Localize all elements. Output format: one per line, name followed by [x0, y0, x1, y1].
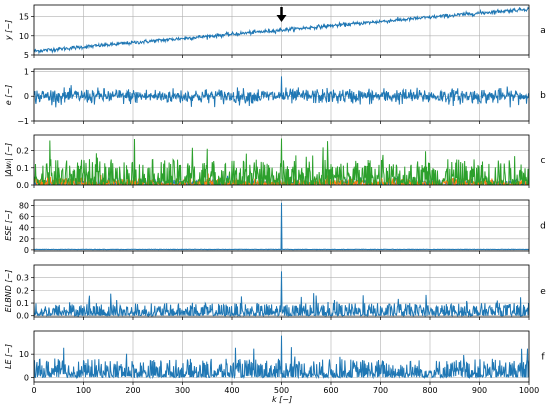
y-tick-label: 1	[24, 67, 29, 76]
y-tick-label: 0.1	[16, 299, 29, 308]
change-point-arrow-head	[276, 15, 287, 22]
x-tick-label: 0	[31, 386, 36, 395]
series-line-b-0	[34, 76, 529, 108]
x-tick-label: 200	[125, 386, 140, 395]
x-tick-label: 900	[472, 386, 487, 395]
series-line-e-0	[34, 271, 529, 317]
y-tick-label: 0	[24, 246, 29, 255]
y-tick-label: 0	[24, 373, 29, 382]
series-line-c-2	[34, 138, 529, 185]
panel-letter: d	[540, 222, 546, 232]
x-tick-label: 100	[76, 386, 91, 395]
y-tick-label: 10	[19, 32, 29, 41]
y-tick-label: 15	[19, 13, 29, 22]
panel-letter: c	[541, 156, 546, 166]
panel-letter: f	[541, 353, 545, 363]
panel-d: 0 20 40 60 80 ESE [−] d	[4, 199, 546, 255]
x-axis-label: k [−]	[272, 395, 292, 404]
y-axis-label: y [−]	[4, 20, 13, 41]
panel-c: 0.0 0.1 0.2|Δwᵢ| [−] c	[4, 134, 546, 190]
series-line-a-0	[34, 6, 529, 55]
y-axis-label: |Δwᵢ| [−]	[4, 143, 13, 177]
y-axis-label: LE [−]	[4, 344, 13, 369]
axes-frame	[33, 264, 530, 318]
y-axis-label: ELBND [−]	[4, 270, 13, 313]
axes-frame	[33, 4, 530, 56]
x-tick-label: 700	[373, 386, 388, 395]
axes-frame	[33, 330, 530, 383]
panel-f: 0 10 LE [−] f 0 100 200 300 400 500 600 700 800 900 10…	[4, 330, 545, 395]
y-tick-label: 0.1	[16, 164, 29, 173]
y-tick-label: 60	[19, 213, 29, 222]
y-tick-label: 40	[19, 224, 29, 233]
x-tick-label: 300	[175, 386, 190, 395]
y-tick-label: 0.2	[16, 147, 29, 156]
y-tick-label: 0.0	[16, 181, 29, 190]
axes-frame	[33, 199, 530, 252]
y-tick-label: 10	[19, 350, 29, 359]
y-tick-label: 80	[19, 202, 29, 211]
y-tick-label: 0.3	[16, 274, 29, 283]
y-tick-label: 5	[24, 51, 29, 60]
panel-b: −1 0 1 e [−] b	[4, 67, 546, 126]
y-tick-label: 20	[19, 235, 29, 244]
panel-a: 5 10 15 y [−] a	[4, 4, 546, 60]
x-tick-label: 1000	[519, 386, 539, 395]
y-tick-label: −1	[17, 117, 29, 126]
series-line-d-0	[34, 202, 529, 251]
y-axis-label: e [−]	[4, 85, 13, 105]
x-tick-label: 500	[274, 386, 289, 395]
panel-letter: a	[540, 26, 546, 36]
x-tick-label: 800	[422, 386, 437, 395]
axes-frame	[33, 68, 530, 122]
y-tick-label: 0.2	[16, 286, 29, 295]
x-tick-label: 400	[224, 386, 239, 395]
series-line-f-0	[34, 335, 529, 380]
y-axis-label: ESE [−]	[4, 210, 13, 241]
axes-frame	[33, 134, 530, 186]
x-tick-label: 600	[323, 386, 338, 395]
panel-letter: e	[540, 287, 546, 297]
panel-letter: b	[540, 91, 546, 101]
y-tick-label: 0.0	[16, 312, 29, 321]
series-line-c-1	[34, 172, 529, 185]
y-tick-label: 0	[24, 92, 29, 101]
